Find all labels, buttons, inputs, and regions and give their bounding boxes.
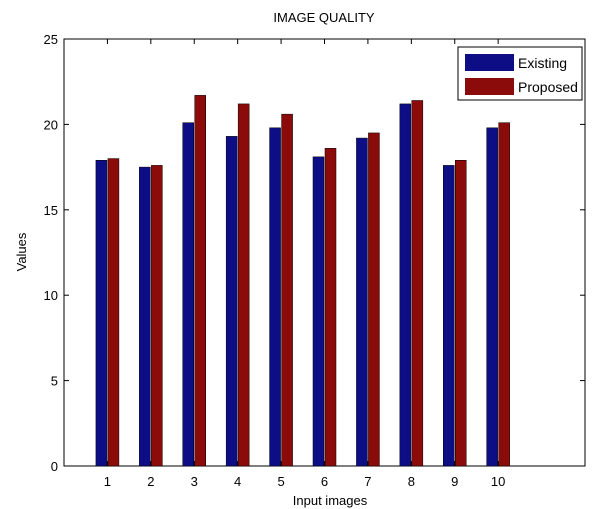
y-tick-label: 20: [44, 117, 58, 132]
bar-proposed-2: [151, 165, 163, 467]
bar-existing-3: [182, 122, 194, 467]
legend: Existing Proposed: [457, 46, 583, 101]
bar-proposed-1: [107, 158, 120, 467]
x-tick-label: 5: [277, 474, 284, 489]
bars-group: [95, 95, 510, 467]
x-tick-label: 10: [491, 474, 505, 489]
bar-existing-2: [139, 166, 151, 467]
legend-swatch-proposed: [465, 78, 514, 95]
y-tick-label: 15: [44, 203, 58, 218]
y-tick-label: 10: [44, 288, 58, 303]
bar-proposed-5: [281, 113, 293, 467]
bar-proposed-7: [368, 132, 380, 467]
x-tick-labels: 1 2 3 4 5 6 7 8 9 10: [104, 474, 506, 489]
x-axis-label: Input images: [293, 493, 368, 508]
y-tick-label: 25: [44, 32, 58, 47]
bar-existing-7: [356, 137, 368, 467]
x-tick-label: 3: [191, 474, 198, 489]
bar-proposed-3: [194, 95, 206, 467]
plot-area: [63, 38, 586, 467]
x-tick-label: 7: [364, 474, 371, 489]
bar-proposed-8: [411, 100, 424, 467]
x-tick-label: 1: [104, 474, 111, 489]
x-tick-label: 9: [451, 474, 458, 489]
bar-existing-5: [269, 127, 281, 467]
y-tick-label: 0: [51, 459, 58, 474]
bar-existing-1: [95, 160, 108, 467]
y-axis-label: Values: [14, 232, 29, 271]
bar-existing-8: [399, 103, 412, 467]
bar-proposed-4: [237, 103, 250, 467]
y-tick-labels: 0 5 10 15 20 25: [44, 32, 58, 474]
axis-ticks: [64, 38, 585, 467]
bar-existing-10: [486, 127, 498, 467]
bar-proposed-10: [498, 122, 510, 467]
legend-label-existing: Existing: [518, 55, 567, 71]
x-tick-label: 6: [321, 474, 328, 489]
bar-existing-9: [443, 165, 455, 467]
x-tick-label: 4: [234, 474, 241, 489]
bar-proposed-9: [455, 160, 467, 467]
chart-title: IMAGE QUALITY: [273, 10, 374, 25]
x-tick-label: 2: [147, 474, 154, 489]
bar-proposed-6: [324, 148, 337, 467]
bar-existing-4: [225, 136, 238, 467]
bar-existing-6: [312, 156, 325, 467]
y-tick-label: 5: [51, 374, 58, 389]
x-tick-label: 8: [408, 474, 415, 489]
legend-label-proposed: Proposed: [518, 79, 578, 95]
legend-swatch-existing: [465, 54, 514, 71]
